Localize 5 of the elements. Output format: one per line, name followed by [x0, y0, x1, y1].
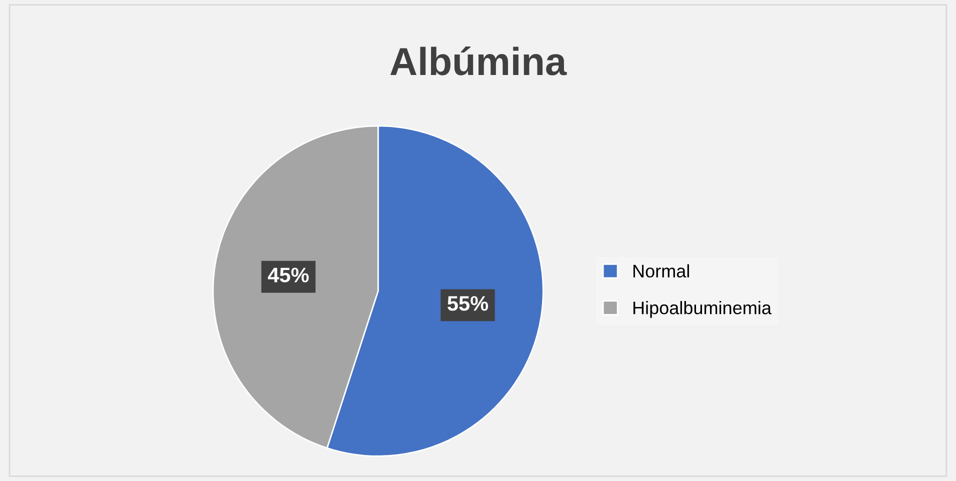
legend-label: Hipoalbuminemia — [633, 301, 772, 318]
data-label: 55% — [448, 296, 488, 311]
data-label: 45% — [268, 268, 309, 282]
chart-title: Albúmina — [390, 46, 567, 76]
legend-label: Normal — [633, 264, 689, 278]
